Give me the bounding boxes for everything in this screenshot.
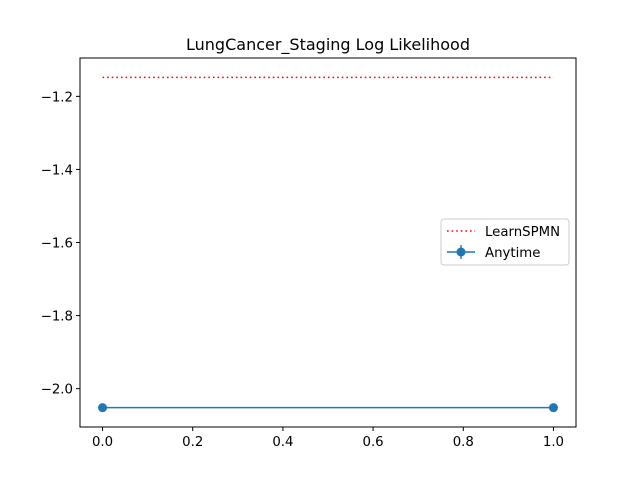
plot-area bbox=[98, 76, 558, 413]
x-tick-label: 1.0 bbox=[543, 435, 564, 450]
legend-box bbox=[440, 218, 570, 266]
y-tick-label: −1.4 bbox=[41, 163, 73, 178]
data-point bbox=[548, 403, 558, 413]
ticks: 0.0 0.2 0.4 0.6 0.8 1.0 −2.0 −1.8 −1.6 −1.4 −1.2 bbox=[41, 90, 564, 450]
y-tick-label: −1.6 bbox=[41, 237, 73, 252]
legend-label-0: LearnSPMN bbox=[485, 225, 560, 240]
x-tick-label: 0.4 bbox=[272, 435, 293, 450]
y-tick-label: −2.0 bbox=[41, 383, 73, 398]
x-tick-label: 0.2 bbox=[182, 435, 203, 450]
chart-title: LungCancer_Staging Log Likelihood bbox=[186, 35, 470, 55]
x-tick-label: 0.8 bbox=[453, 435, 474, 450]
x-tick-label: 0.0 bbox=[92, 435, 113, 450]
x-tick-label: 0.6 bbox=[363, 435, 384, 450]
legend-label-1: Anytime bbox=[485, 246, 540, 261]
data-point bbox=[98, 403, 108, 413]
legend: LearnSPMN Anytime bbox=[440, 218, 570, 266]
y-tick-label: −1.8 bbox=[41, 310, 73, 325]
y-tick-label: −1.2 bbox=[41, 90, 73, 105]
